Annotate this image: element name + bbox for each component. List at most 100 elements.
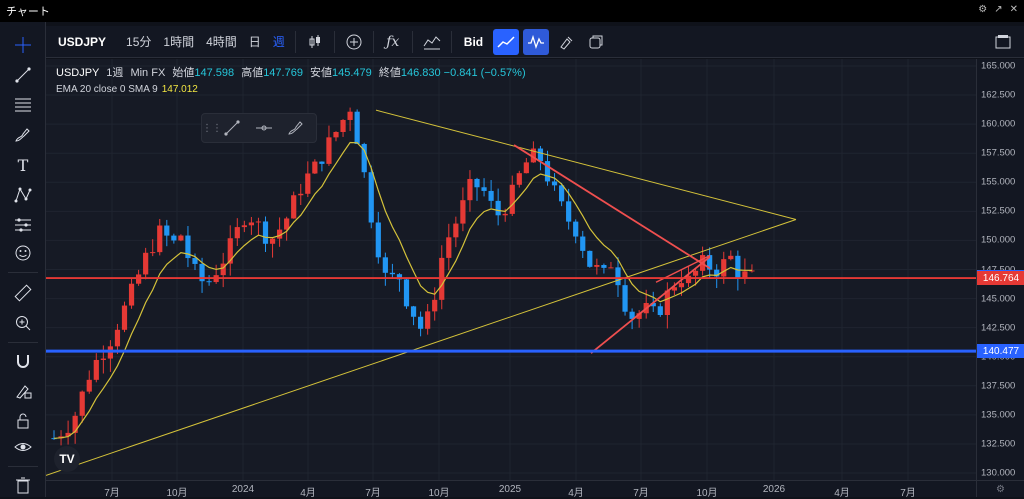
interval-1h[interactable]: 1時間 bbox=[163, 35, 195, 49]
bid-button[interactable]: Bid bbox=[463, 34, 484, 49]
brush-icon[interactable] bbox=[8, 122, 38, 148]
trendline-icon[interactable] bbox=[216, 115, 248, 141]
candle-body bbox=[601, 265, 607, 268]
indicators-icon[interactable] bbox=[419, 29, 445, 55]
candle-body bbox=[523, 162, 529, 174]
candle-body bbox=[622, 285, 628, 312]
candle-body bbox=[509, 184, 515, 214]
legend-high-label: 高値 bbox=[241, 67, 264, 79]
legend-open: 147.598 bbox=[194, 67, 235, 79]
drag-handle-icon[interactable]: ⋮⋮ bbox=[202, 122, 222, 134]
eye-icon[interactable] bbox=[8, 434, 38, 460]
triangle-lower-line bbox=[590, 256, 711, 354]
price-tick: 152.500 bbox=[981, 205, 1016, 217]
price-tick: 155.000 bbox=[981, 176, 1016, 188]
legend-symbol: USDJPY bbox=[56, 67, 100, 79]
candle-body bbox=[234, 227, 240, 239]
time-tick: 2026 bbox=[762, 484, 786, 495]
candle-body bbox=[220, 263, 226, 276]
legend-low: 145.479 bbox=[332, 67, 372, 79]
legend-interval: 1週 bbox=[106, 67, 124, 79]
interval-15m[interactable]: 15分 bbox=[126, 35, 152, 49]
price-tick: 150.000 bbox=[981, 234, 1016, 246]
prediction-icon[interactable] bbox=[8, 212, 38, 238]
drawing-toolbar: T bbox=[0, 22, 46, 497]
emoji-icon[interactable] bbox=[8, 240, 38, 266]
pattern-icon[interactable] bbox=[8, 182, 38, 208]
candle-body bbox=[93, 359, 99, 380]
candle-body bbox=[537, 148, 544, 162]
candle-body bbox=[425, 311, 431, 329]
ruler-icon[interactable] bbox=[8, 280, 38, 306]
candle-body bbox=[650, 303, 656, 307]
indicator-label: EMA 20 close 0 SMA 9 bbox=[56, 84, 158, 95]
price-axis[interactable]: 165.000 162.500 160.000 157.500 155.000 152.5… bbox=[976, 59, 1024, 480]
magnet-icon[interactable] bbox=[8, 348, 38, 374]
candle-body bbox=[707, 255, 713, 270]
lock-pen-icon[interactable] bbox=[8, 378, 38, 404]
wave-icon[interactable] bbox=[523, 28, 550, 55]
zoom-in-icon[interactable] bbox=[8, 310, 38, 336]
candle-body bbox=[594, 265, 600, 267]
settings-icon[interactable]: ⚙ bbox=[978, 4, 988, 15]
fib-icon[interactable] bbox=[8, 92, 38, 118]
candle-body bbox=[157, 225, 163, 253]
indicator-legend[interactable]: EMA 20 close 0 SMA 9 147.012 bbox=[56, 84, 198, 95]
horizontal-ray-icon[interactable] bbox=[248, 115, 280, 141]
candle-body bbox=[347, 111, 353, 120]
chart-pane[interactable] bbox=[46, 59, 976, 480]
legend-high: 147.769 bbox=[263, 67, 303, 79]
candle-body bbox=[340, 119, 346, 132]
candle-body bbox=[241, 225, 247, 228]
candle-body bbox=[742, 271, 748, 278]
layout-icon[interactable] bbox=[583, 29, 609, 55]
price-tick: 157.500 bbox=[981, 147, 1016, 159]
trendline-icon[interactable] bbox=[8, 62, 38, 88]
toolbar-divider bbox=[333, 30, 335, 53]
candle-body bbox=[192, 258, 198, 264]
time-tick: 7月 bbox=[633, 488, 649, 499]
symbol-button[interactable]: USDJPY bbox=[58, 34, 107, 49]
close-icon[interactable]: ✕ bbox=[1009, 4, 1018, 15]
candle-body bbox=[389, 272, 395, 275]
brush-style-icon[interactable] bbox=[553, 29, 579, 55]
popout-icon[interactable]: ↗ bbox=[994, 4, 1003, 15]
crosshair-icon[interactable] bbox=[8, 32, 38, 58]
candle-body bbox=[248, 222, 254, 226]
price-tick: 160.000 bbox=[981, 118, 1016, 130]
interval-4h[interactable]: 4時間 bbox=[206, 35, 237, 49]
candles-icon[interactable] bbox=[302, 29, 328, 55]
toolbar-divider bbox=[8, 342, 38, 343]
price-tick: 132.500 bbox=[981, 438, 1016, 450]
legend-low-label: 安値 bbox=[310, 67, 333, 79]
candle-body bbox=[368, 172, 374, 223]
lock-icon[interactable] bbox=[8, 408, 38, 434]
candle-body bbox=[615, 267, 621, 286]
trash-icon[interactable] bbox=[8, 472, 38, 498]
time-axis[interactable]: 7月 10月 2024 4月 7月 10月 2025 4月 7月 10月 2026 4月 7月 bbox=[46, 480, 976, 499]
add-indicator-icon[interactable] bbox=[341, 29, 367, 55]
candle-body bbox=[284, 218, 290, 230]
fullscreen-icon[interactable] bbox=[990, 29, 1016, 55]
candle-body bbox=[573, 221, 579, 237]
candle-body bbox=[79, 391, 85, 416]
line-chart-icon[interactable] bbox=[493, 28, 520, 55]
candle-body bbox=[277, 229, 283, 239]
price-tick: 162.500 bbox=[981, 89, 1016, 101]
candle-body bbox=[502, 213, 508, 216]
price-tick: 137.500 bbox=[981, 380, 1016, 392]
triangle-upper-line bbox=[513, 144, 711, 270]
candle-body bbox=[333, 131, 339, 138]
axis-settings-icon[interactable]: ⚙ bbox=[976, 480, 1024, 497]
brush-icon[interactable] bbox=[280, 115, 312, 141]
interval-1d[interactable]: 日 bbox=[248, 35, 261, 49]
candle-body bbox=[481, 187, 487, 191]
function-icon[interactable]: ƒx bbox=[386, 33, 400, 50]
toolbar-divider bbox=[8, 466, 38, 467]
candle-body bbox=[114, 329, 121, 347]
candle-body bbox=[714, 269, 720, 277]
chart-canvas[interactable] bbox=[46, 59, 976, 480]
window-titlebar: チャート ⚙ ↗ ✕ bbox=[0, 0, 1024, 22]
interval-1w[interactable]: 週 bbox=[272, 35, 285, 49]
text-icon[interactable]: T bbox=[17, 155, 29, 175]
